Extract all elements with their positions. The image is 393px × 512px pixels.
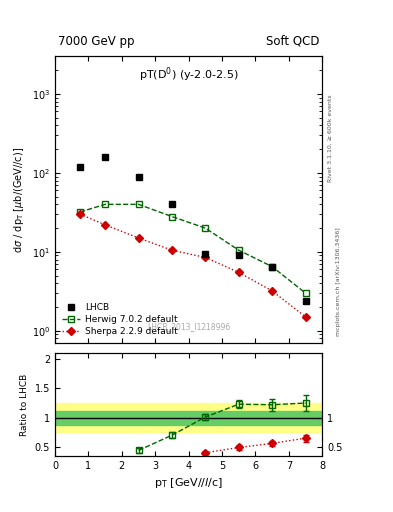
X-axis label: p$_\mathrm{T}$ [GeV//$l$/c]: p$_\mathrm{T}$ [GeV//$l$/c] (154, 476, 223, 490)
Text: Soft QCD: Soft QCD (266, 35, 320, 48)
Text: mcplots.cern.ch [arXiv:1306.3436]: mcplots.cern.ch [arXiv:1306.3436] (336, 227, 341, 336)
Text: Rivet 3.1.10, ≥ 600k events: Rivet 3.1.10, ≥ 600k events (328, 94, 333, 182)
Text: pT(D$^0$) (y-2.0-2.5): pT(D$^0$) (y-2.0-2.5) (139, 65, 239, 83)
Text: 7000 GeV pp: 7000 GeV pp (58, 35, 134, 48)
Legend: LHCB, Herwig 7.0.2 default, Sherpa 2.2.9 default: LHCB, Herwig 7.0.2 default, Sherpa 2.2.9… (59, 301, 180, 338)
Y-axis label: d$\sigma$ / dp$_\mathrm{T}$ [$\mu$b/(GeV//c)]: d$\sigma$ / dp$_\mathrm{T}$ [$\mu$b/(GeV… (12, 146, 26, 253)
Y-axis label: Ratio to LHCB: Ratio to LHCB (20, 373, 29, 436)
Text: LHCB_2013_I1218996: LHCB_2013_I1218996 (147, 323, 230, 332)
